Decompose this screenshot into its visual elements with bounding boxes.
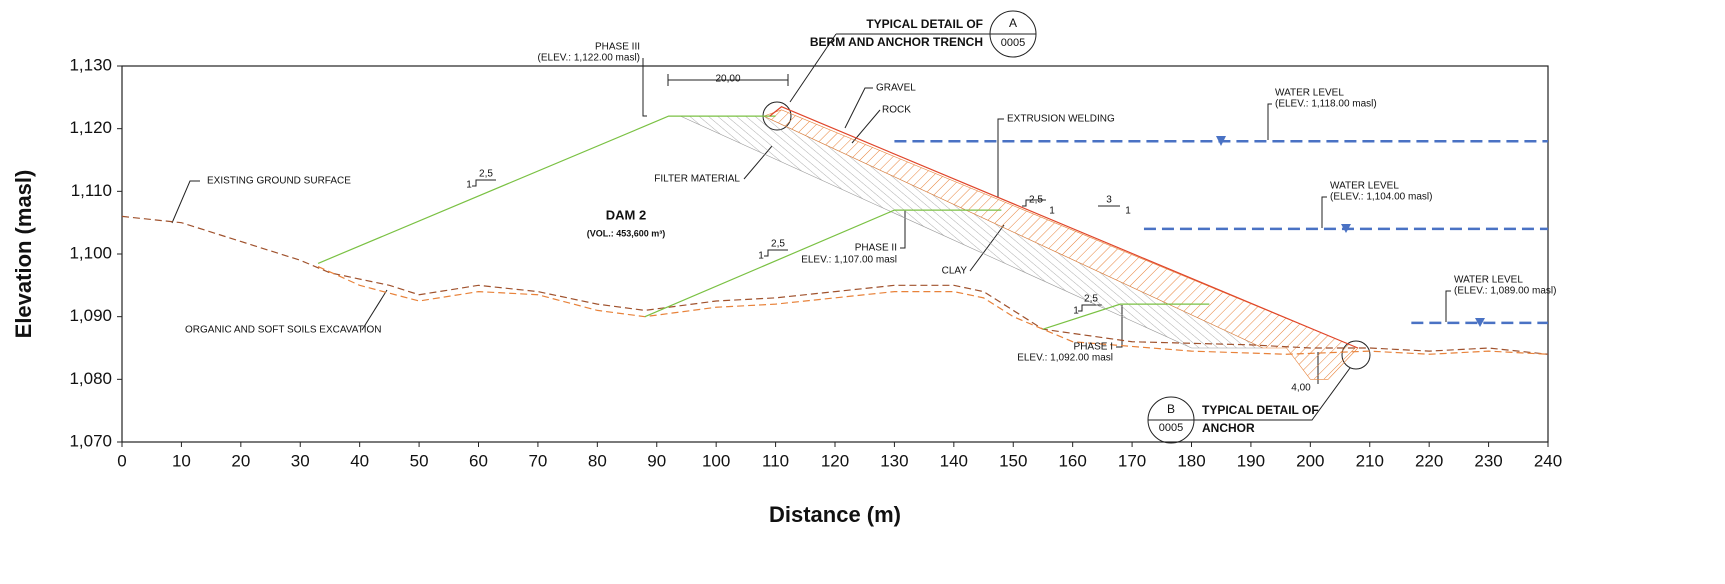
profile-line	[644, 209, 1002, 318]
x-tick-label: 120	[821, 451, 849, 470]
annotation: 0005	[1159, 422, 1183, 434]
x-tick-label: 230	[1474, 451, 1502, 470]
y-tick-label: 1,080	[69, 369, 112, 388]
annotation: (ELEV.: 1,089.00 masl)	[1454, 286, 1556, 297]
hatched-zone	[680, 115, 1263, 349]
x-tick-label: 80	[588, 451, 607, 470]
x-tick-label: 0	[117, 451, 126, 470]
series-label: WATER LEVEL	[1330, 181, 1399, 192]
series-label: CLAY	[942, 266, 968, 277]
x-tick-label: 10	[172, 451, 191, 470]
y-tick-label: 1,130	[69, 55, 112, 74]
y-axis-title: Elevation (masl)	[11, 170, 36, 339]
x-tick-label: 210	[1356, 451, 1384, 470]
x-tick-label: 180	[1177, 451, 1205, 470]
annotation: 1	[1125, 206, 1131, 217]
x-tick-label: 90	[647, 451, 666, 470]
annotation: 1	[1049, 206, 1055, 217]
annotation: (VOL.: 453,600 m³)	[587, 228, 666, 238]
annotation: ROCK	[882, 105, 911, 116]
x-tick-label: 170	[1118, 451, 1146, 470]
annotation: ANCHOR	[1202, 421, 1255, 435]
annotation: 1	[758, 251, 764, 262]
x-tick-label: 160	[1058, 451, 1086, 470]
profile-line	[317, 115, 776, 264]
profile-line	[317, 265, 1549, 355]
annotation: 4,00	[1291, 383, 1311, 394]
series-label: EXISTING GROUND SURFACE	[207, 176, 351, 187]
leaders	[171, 10, 1485, 444]
annotation: TYPICAL DETAIL OF	[1202, 403, 1319, 417]
x-tick-label: 70	[528, 451, 547, 470]
hatched-zone	[762, 109, 1359, 380]
x-axis-title: Distance (m)	[769, 502, 901, 527]
x-tick-label: 140	[940, 451, 968, 470]
y-tick-label: 1,100	[69, 243, 112, 262]
x-tick-label: 40	[350, 451, 369, 470]
annotation: EXTRUSION WELDING	[1007, 114, 1115, 125]
series-label: PHASE III	[595, 42, 640, 53]
annotation: (ELEV.: 1,104.00 masl)	[1330, 192, 1432, 203]
x-tick-label: 50	[410, 451, 429, 470]
series-label: PHASE II	[855, 243, 897, 254]
x-tick-label: 60	[469, 451, 488, 470]
annotation: 2,5	[771, 239, 785, 250]
x-tick-label: 200	[1296, 451, 1324, 470]
profile-line	[769, 106, 1359, 349]
series-label: WATER LEVEL	[1275, 88, 1344, 99]
series-label: ORGANIC AND SOFT SOILS EXCAVATION	[185, 325, 382, 336]
series-label: FILTER MATERIAL	[654, 174, 740, 185]
x-tick-label: 100	[702, 451, 730, 470]
x-tick-label: 30	[291, 451, 310, 470]
y-tick-label: 1,120	[69, 118, 112, 137]
annotation: BERM AND ANCHOR TRENCH	[810, 35, 983, 49]
annotation: TYPICAL DETAIL OF	[866, 17, 983, 31]
annotation: 3	[1106, 195, 1112, 206]
profile-line	[1042, 303, 1210, 330]
x-tick-label: 240	[1534, 451, 1562, 470]
annotation: ELEV.: 1,107.00 masl	[801, 255, 897, 266]
x-tick-label: 110	[762, 451, 789, 470]
annotation: 2,5	[1029, 195, 1043, 206]
annotation: 2,5	[479, 169, 493, 180]
annotation: 20,00	[715, 74, 740, 85]
annotation: (ELEV.: 1,122.00 masl)	[538, 53, 640, 64]
annotation: (ELEV.: 1,118.00 masl)	[1275, 99, 1377, 110]
x-tick-label: 130	[880, 451, 908, 470]
y-tick-label: 1,090	[69, 306, 112, 325]
annotation: B	[1167, 402, 1175, 416]
annotation: 1	[466, 180, 472, 191]
series-label: WATER LEVEL	[1454, 275, 1523, 286]
y-tick-label: 1,110	[71, 181, 112, 200]
annotation: 0005	[1001, 37, 1025, 49]
annotation: 1	[1073, 306, 1079, 317]
x-tick-label: 220	[1415, 451, 1443, 470]
x-tick-label: 20	[231, 451, 250, 470]
series-label: PHASE I	[1074, 342, 1113, 353]
y-tick-label: 1,070	[69, 431, 112, 450]
annotation: 2,5	[1084, 294, 1098, 305]
series-label: GRAVEL	[876, 83, 916, 94]
annotation: A	[1009, 16, 1017, 30]
annotation: DAM 2	[606, 207, 646, 222]
annotation: ELEV.: 1,092.00 masl	[1017, 353, 1113, 364]
x-tick-label: 190	[1237, 451, 1265, 470]
x-tick-label: 150	[999, 451, 1027, 470]
